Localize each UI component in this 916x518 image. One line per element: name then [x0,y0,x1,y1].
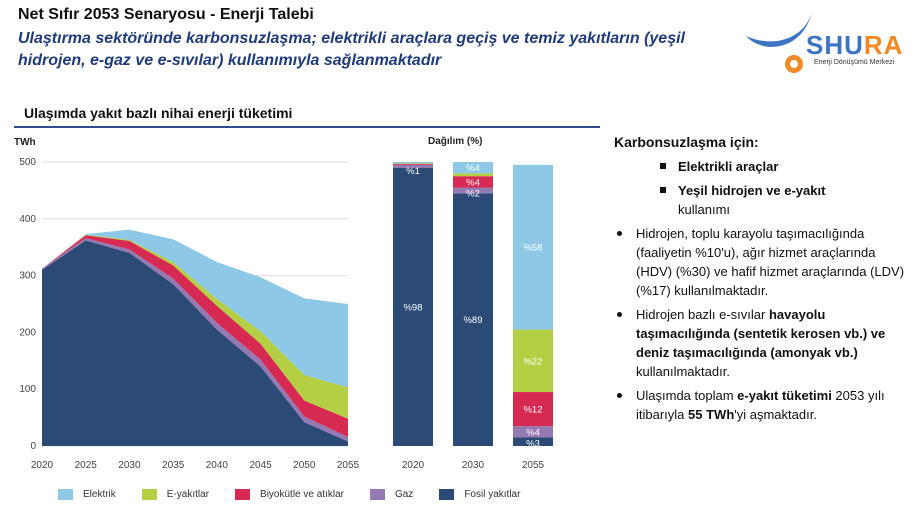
legend-label: Biyokütle ve atıklar [260,489,344,500]
square-bullet-icon [660,163,666,169]
legend-label: Fosil yakıtlar [464,489,521,500]
y-tick-label: 400 [19,214,36,225]
list-item: Ulaşımda toplam e-yakıt tüketimi 2053 yı… [614,386,906,424]
bar-segment [453,193,493,446]
chart-legend: Elektrik E-yakıtlar Biyokütle ve atıklar Ga… [58,489,546,500]
bar-segment [393,167,433,446]
bar-segment [393,162,433,164]
bar-segment [453,162,493,174]
bullet-icon [617,393,622,398]
bar-data-label: %98 [403,302,422,313]
bar-segment [513,437,553,446]
list-item: Hidrojen, toplu karayolu taşımacılığında… [614,224,906,300]
legend-label: E-yakıtlar [166,489,210,500]
legend-item: Gaz [369,489,414,500]
area-series-e-yakıtlar [42,234,348,419]
bar-segment [453,187,493,194]
x-tick-label: 2030 [118,460,141,471]
bullet-icon [617,312,622,317]
square-bullet-icon [660,187,666,193]
bar-data-label: %1 [406,166,420,177]
bar-segment [513,392,553,427]
logo-text: SHURA [806,30,904,60]
y-tick-label: 500 [19,157,36,168]
bar-segment [393,163,433,164]
legend-item: Fosil yakıtlar [439,489,520,500]
legend-swatch [439,489,455,500]
area-series-biyokütle-ve-atıklar [42,235,348,437]
x-tick-label: 2020 [31,460,54,471]
legend-item: E-yakıtlar [141,489,210,500]
legend-swatch [235,489,251,500]
y-tick-label: 0 [30,441,36,452]
y-tick-label: 100 [19,384,36,395]
list-item: Elektrikli araçlar [614,157,906,176]
legend-label: Elektrik [83,489,116,500]
page-subtitle: Ulaştırma sektöründe karbonsuzlaşma; ele… [18,30,685,69]
x-tick-label: 2055 [337,460,360,471]
bar-data-label: %4 [466,177,480,188]
bar-segment [453,176,493,188]
bar-segment [453,173,493,177]
area-series-elektrik [42,229,348,388]
legend-label: Gaz [394,489,414,500]
x-tick-label: 2040 [206,460,229,471]
side-panel: Karbonsuzlaşma için: Elektrikli araçlar … [614,133,906,424]
x-tick-label: 2020 [402,460,425,471]
shura-logo [746,12,812,73]
area-series-fosil-yakıtlar [42,240,348,446]
legend-swatch [369,489,385,500]
logo-tagline: Enerji Dönüşümü Merkezi [814,59,895,66]
x-tick-label: 2050 [293,460,316,471]
x-tick-label: 2030 [462,460,485,471]
distribution-title: Dağılım (%) [428,136,483,147]
bar-data-label: %3 [526,438,540,449]
bar-data-label: %89 [463,315,482,326]
bar-data-label: %22 [523,356,542,367]
bar-data-label: %4 [526,427,540,438]
x-tick-label: 2045 [249,460,272,471]
y-axis-unit: TWh [14,137,36,148]
y-tick-label: 300 [19,271,36,282]
list-item: Yeşil hidrojen ve e-yakıt kullanımı [614,181,906,219]
bar-segment [513,164,553,330]
legend-swatch [58,489,73,500]
section-title: Ulaşımda yakıt bazlı nihai enerji tüketi… [24,105,293,121]
y-tick-label: 200 [19,327,36,338]
section-divider [14,126,600,128]
bar-segment [393,163,433,165]
bar-data-label: %2 [466,189,480,200]
bullet-icon [617,231,622,236]
x-tick-label: 2025 [75,460,98,471]
bar-segment [393,164,433,168]
side-heading: Karbonsuzlaşma için: [614,134,759,150]
energy-area-chart: 0 100 200 300 400 500 2020 2025 2030 2035 2040 2045… [19,157,360,471]
legend-swatch [141,489,157,500]
bar-segment [513,426,553,438]
legend-item: Elektrik [58,489,116,500]
bar-data-label: %12 [523,405,542,416]
page-title: Net Sıfır 2053 Senaryosu - Enerji Talebi [18,6,314,23]
legend-item: Biyokütle ve atıklar [235,489,344,500]
x-tick-label: 2035 [162,460,185,471]
x-tick-label: 2055 [522,460,545,471]
bar-data-label: %4 [466,163,480,174]
bar-segment [513,329,553,393]
bar-data-label: %58 [523,243,542,254]
list-item: Hidrojen bazlı e-sıvılar havayolu taşıma… [614,305,906,381]
